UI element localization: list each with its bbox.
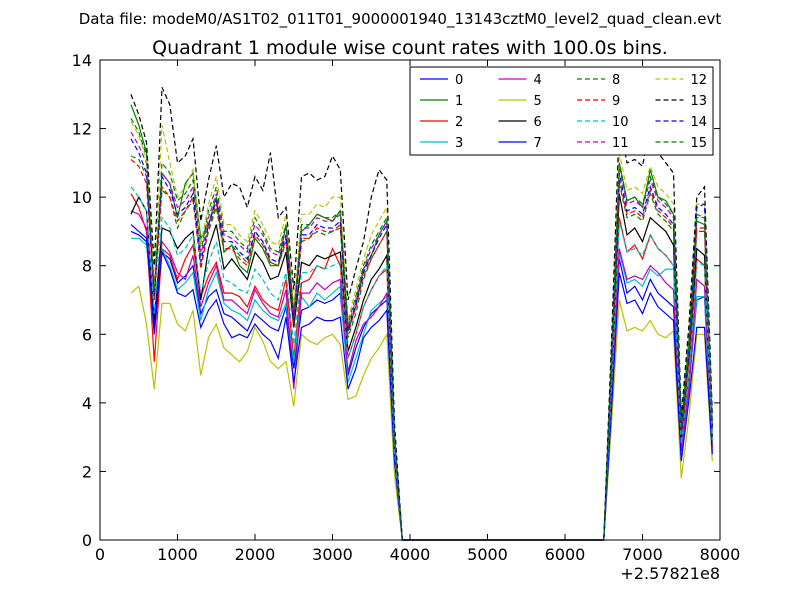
legend-label-14: 14 (691, 115, 708, 130)
y-tick-label-0: 0 (82, 531, 92, 550)
legend-label-6: 6 (534, 115, 542, 130)
legend-label-13: 13 (691, 94, 708, 109)
legend-label-9: 9 (612, 94, 620, 109)
x-tick-label-6000: 6000 (545, 545, 586, 564)
y-tick-label-14: 14 (72, 51, 92, 70)
legend-label-12: 12 (691, 73, 708, 88)
x-tick-label-2000: 2000 (235, 545, 276, 564)
legend-label-1: 1 (455, 94, 463, 109)
legend-label-2: 2 (455, 115, 463, 130)
chart-title: Quadrant 1 module wise count rates with … (152, 37, 668, 59)
series-line-15 (130, 118, 713, 541)
y-tick-label-2: 2 (82, 462, 92, 481)
y-tick-label-8: 8 (82, 257, 92, 276)
series-line-12 (130, 121, 713, 541)
legend-label-10: 10 (612, 115, 629, 130)
series-line-14 (130, 138, 713, 541)
legend-label-5: 5 (534, 94, 542, 109)
y-tick-label-12: 12 (72, 120, 92, 139)
y-tick-label-6: 6 (82, 325, 92, 344)
x-tick-label-4000: 4000 (390, 545, 431, 564)
series-line-0 (130, 230, 713, 541)
legend-label-8: 8 (612, 73, 620, 88)
x-tick-label-0: 0 (95, 545, 105, 564)
x-offset-label: +2.57821e8 (620, 564, 720, 583)
legend-box (409, 66, 714, 156)
plot-layer: 0 1000 2000 3000 4000 5000 6000 7000 80000246810… (72, 51, 741, 564)
legend-label-4: 4 (534, 73, 542, 88)
x-tick-label-3000: 3000 (312, 545, 353, 564)
legend-label-11: 11 (612, 136, 629, 151)
legend-label-3: 3 (455, 136, 463, 151)
series-line-6 (130, 193, 713, 541)
legend-label-0: 0 (455, 73, 463, 88)
series-line-4 (130, 210, 713, 541)
x-tick-label-8000: 8000 (700, 545, 741, 564)
series-line-2 (130, 193, 713, 541)
series-line-3 (131, 237, 713, 541)
legend-label-15: 15 (691, 136, 708, 151)
y-tick-label-10: 10 (72, 188, 92, 207)
y-tick-label-4: 4 (82, 394, 92, 413)
x-tick-label-1000: 1000 (157, 545, 198, 564)
legend-label-7: 7 (534, 136, 542, 151)
suptitle: Data file: modeM0/AS1T02_011T01_90000019… (79, 10, 722, 29)
series-line-10 (130, 186, 713, 541)
x-tick-label-7000: 7000 (622, 545, 663, 564)
series-line-7 (130, 224, 713, 541)
series-line-5 (130, 285, 713, 541)
x-tick-label-5000: 5000 (467, 545, 508, 564)
